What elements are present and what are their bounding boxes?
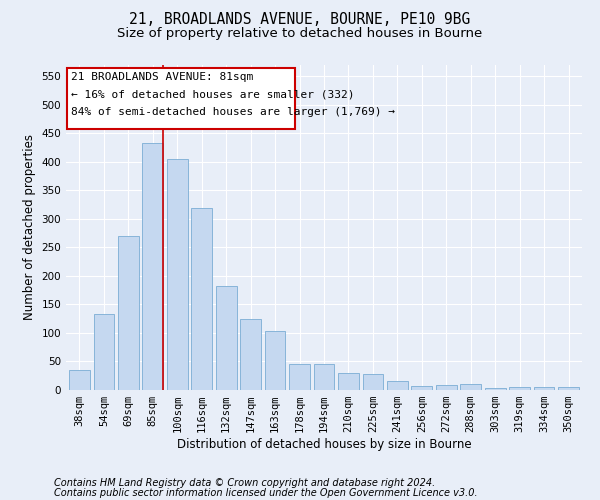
Bar (485, 388, 506, 390)
Bar (338, 374, 359, 390)
Bar (509, 387, 530, 390)
Text: Size of property relative to detached houses in Bourne: Size of property relative to detached ho… (118, 28, 482, 40)
Y-axis label: Number of detached properties: Number of detached properties (23, 134, 36, 320)
Text: 21, BROADLANDS AVENUE, BOURNE, PE10 9BG: 21, BROADLANDS AVENUE, BOURNE, PE10 9BG (130, 12, 470, 28)
Text: Contains HM Land Registry data © Crown copyright and database right 2024.: Contains HM Land Registry data © Crown c… (54, 478, 435, 488)
X-axis label: Distribution of detached houses by size in Bourne: Distribution of detached houses by size … (176, 438, 472, 451)
Bar (240, 318, 261, 390)
Bar (387, 382, 408, 390)
Bar (314, 364, 334, 390)
FancyBboxPatch shape (67, 68, 295, 129)
Bar (191, 208, 212, 390)
Bar (289, 364, 310, 390)
Bar (558, 387, 579, 390)
Bar (362, 374, 383, 390)
Text: 84% of semi-detached houses are larger (1,769) →: 84% of semi-detached houses are larger (… (71, 108, 395, 118)
Bar (534, 387, 554, 390)
Text: Contains public sector information licensed under the Open Government Licence v3: Contains public sector information licen… (54, 488, 478, 498)
Bar (460, 384, 481, 390)
Bar (118, 236, 139, 390)
Bar (94, 314, 114, 390)
Bar (265, 332, 286, 390)
Bar (167, 159, 188, 390)
Bar (216, 286, 236, 390)
Text: 21 BROADLANDS AVENUE: 81sqm: 21 BROADLANDS AVENUE: 81sqm (71, 72, 253, 83)
Bar (436, 386, 457, 390)
Bar (69, 370, 90, 390)
Bar (142, 143, 163, 390)
Bar (412, 386, 432, 390)
Text: ← 16% of detached houses are smaller (332): ← 16% of detached houses are smaller (33… (71, 90, 355, 100)
